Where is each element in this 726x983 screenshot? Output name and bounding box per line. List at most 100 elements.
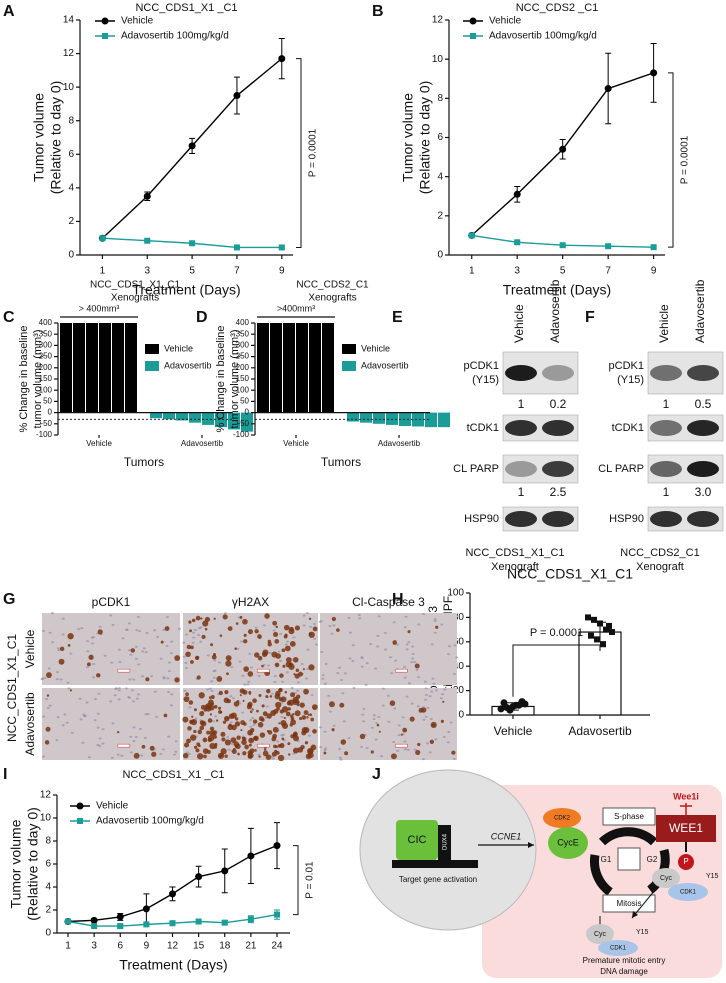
nucleus-dot [93, 719, 97, 722]
nucleus-dot [129, 735, 133, 738]
stain-dot [235, 743, 241, 750]
nucleus-dot [383, 631, 387, 634]
nucleus-dot [96, 743, 100, 746]
nucleus-dot [386, 694, 390, 697]
nucleus-dot [61, 617, 65, 620]
stain-dot [44, 740, 50, 745]
x-tick-label: 24 [271, 941, 283, 952]
nucleus-dot [98, 737, 102, 740]
stain-dot [187, 726, 192, 731]
nucleus-dot [434, 689, 438, 692]
stain-dot [218, 706, 222, 710]
nucleus-dot [125, 628, 129, 631]
stain-dot [256, 709, 259, 713]
nucleus-dot [296, 689, 300, 692]
y15-label: Y15 [636, 929, 649, 936]
nucleus-dot [59, 678, 63, 681]
y-tick-label: 0 [458, 710, 464, 721]
stain-dot [312, 729, 317, 734]
stain-dot [309, 713, 313, 717]
stain-dot [202, 748, 209, 754]
significance-bracket [296, 58, 302, 248]
stain-dot [285, 711, 291, 717]
x-axis-label: Tumors [124, 455, 164, 469]
legend-marker [470, 33, 476, 39]
y-tick-label: 10 [63, 82, 75, 93]
stain-dot [236, 735, 241, 740]
scale-bar [257, 743, 270, 748]
nucleus-dot [440, 623, 444, 626]
nucleus-dot [140, 754, 144, 757]
nucleus-dot [318, 620, 322, 623]
nucleus-dot [101, 728, 105, 731]
nucleus-dot [134, 645, 138, 648]
nucleus-dot [347, 616, 351, 619]
nucleus-dot [384, 648, 388, 651]
nucleus-dot [332, 624, 336, 627]
nucleus-dot [170, 693, 174, 696]
dux4-label: DUX4 [443, 833, 449, 850]
nucleus-dot [416, 705, 420, 708]
data-point [247, 916, 254, 923]
stain-dot [160, 640, 164, 644]
nucleus-dot [324, 662, 328, 665]
cyc-shape [652, 868, 680, 888]
nucleus-dot [128, 678, 132, 681]
stain-dot [210, 695, 215, 699]
nucleus-dot [428, 751, 432, 754]
blot-quant: 3.0 [695, 485, 712, 499]
nucleus-dot [223, 612, 227, 615]
nucleus-dot [120, 754, 124, 757]
sphase-label: S-phase [614, 812, 644, 821]
lane-label: Adavosertib [693, 279, 707, 343]
stain-dot [174, 655, 181, 661]
pathway-diagram: CIC DUX4 Target gene activation CCNE1 CD… [359, 769, 722, 978]
nucleus-dot [42, 755, 46, 758]
stain-dot [287, 700, 291, 704]
nucleus-dot [389, 656, 393, 659]
stain-dot [213, 704, 218, 709]
nucleus-dot [397, 724, 401, 727]
bar [425, 412, 437, 428]
y-tick-label: 4 [437, 171, 443, 182]
nucleus-dot [360, 665, 364, 668]
nucleus-dot [428, 695, 432, 698]
nucleus-dot [296, 681, 300, 684]
nucleus-dot [362, 707, 366, 710]
ihc-background [320, 613, 457, 685]
stain-dot [196, 742, 201, 747]
stain-dot [248, 692, 251, 695]
data-point [221, 919, 228, 926]
nucleus-dot [93, 698, 97, 701]
stain-dot [204, 616, 211, 623]
nucleus-dot [117, 648, 121, 651]
nucleus-dot [405, 648, 409, 651]
nucleus-dot [361, 720, 365, 723]
nucleus-dot [273, 681, 277, 684]
nucleus-dot [173, 753, 177, 756]
data-point [600, 641, 606, 648]
nucleus-dot [130, 689, 134, 692]
nucleus-dot [313, 637, 317, 640]
nucleus-dot [231, 697, 235, 700]
nucleus-dot [424, 693, 428, 696]
nucleus-dot [56, 647, 60, 650]
stain-dot [203, 754, 207, 759]
nucleus-dot [248, 652, 252, 655]
data-point [506, 706, 514, 714]
nucleus-dot [339, 758, 343, 761]
nucleus-dot [138, 630, 142, 633]
stain-dot [248, 743, 252, 747]
nucleus-dot [170, 640, 174, 643]
nucleus-dot [337, 666, 341, 669]
stain-dot [294, 673, 300, 679]
nucleus-dot [403, 740, 407, 743]
stain-dot [308, 631, 315, 638]
chart-title: Xenografts [308, 293, 356, 304]
blot-row-label: CL PARP [453, 463, 499, 475]
stain-dot [215, 719, 219, 722]
stain-dot [218, 754, 222, 758]
nucleus-dot [421, 758, 425, 761]
y-tick-label: 2 [45, 905, 51, 916]
nucleus-dot [213, 659, 217, 662]
